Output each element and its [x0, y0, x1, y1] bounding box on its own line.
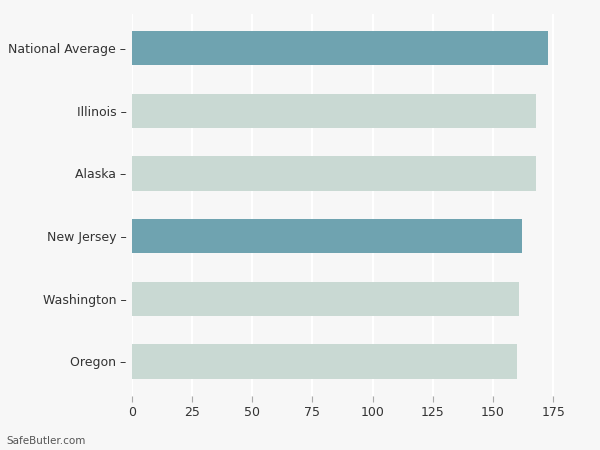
Bar [132, 94, 536, 128]
Bar [132, 156, 536, 191]
Text: SafeButler.com: SafeButler.com [6, 436, 85, 446]
Bar [132, 31, 548, 65]
Bar [132, 282, 520, 316]
Bar [132, 219, 522, 253]
Bar [132, 344, 517, 378]
